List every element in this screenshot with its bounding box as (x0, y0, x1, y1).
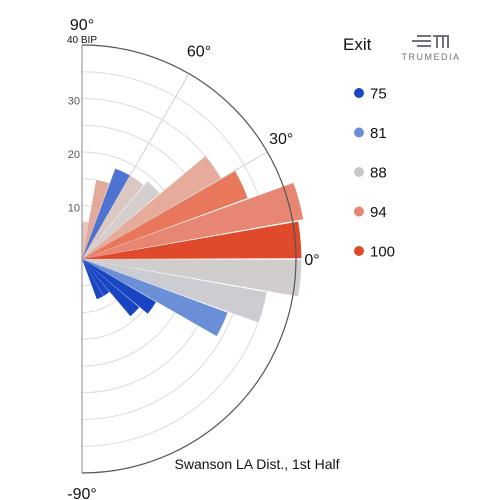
angle-label: 30° (269, 131, 293, 148)
radial-grid (81, 71, 270, 447)
legend-swatch (354, 127, 364, 138)
bar (82, 259, 156, 314)
bar (82, 259, 140, 317)
bar (82, 181, 160, 259)
legend-swatch (354, 88, 364, 98)
angle-labels: 10 20 30 90° 60° 30° 0° -90° (67, 17, 319, 500)
grid-ring (81, 151, 190, 367)
chart-frame (81, 44, 297, 474)
angle-label: 90° (70, 17, 94, 34)
outer-arc (81, 44, 297, 474)
radial-tick-label: 20 (68, 149, 80, 161)
bars-group (82, 156, 304, 337)
grid-spoke (81, 151, 268, 260)
bar (82, 259, 228, 337)
legend-swatch (354, 206, 364, 217)
brand-name: TRUMEDIA (402, 52, 461, 62)
radial-max-label: 40 BIP (67, 35, 97, 46)
angle-label: 60° (187, 43, 211, 60)
bar (82, 182, 304, 259)
radial-tick-label: 30 (68, 96, 80, 108)
radial-tick-label: 10 (68, 203, 80, 215)
grid-ring (81, 98, 243, 420)
legend-label: 75 (370, 86, 387, 103)
grid-spoke (81, 73, 190, 260)
bar (82, 259, 302, 297)
bar (82, 221, 89, 259)
legend-label: 100 (370, 244, 395, 261)
bar (82, 168, 130, 259)
legend-swatch (354, 246, 364, 256)
grid-ring (81, 71, 270, 447)
bar (82, 259, 104, 300)
brand-logo: TRUMEDIA (402, 35, 461, 62)
grid-ring (81, 124, 217, 394)
bar (82, 259, 110, 296)
legend-label: 81 (370, 125, 387, 142)
legend-swatch (354, 167, 364, 177)
angle-label: 0° (304, 252, 319, 269)
bar (82, 171, 248, 259)
chart-subtitle: Swanson LA Dist., 1st Half (175, 456, 340, 472)
bar (82, 221, 302, 259)
legend-title: Exit (343, 35, 372, 54)
bar (82, 156, 221, 259)
bar (82, 180, 110, 259)
bar (82, 175, 144, 259)
legend-label: 94 (370, 204, 387, 221)
legend-label: 88 (370, 165, 387, 182)
angle-label: -90° (67, 486, 97, 500)
bar (82, 259, 267, 323)
legend: 75 81 88 94 100 (354, 86, 395, 261)
brand-mark-icon (412, 35, 449, 48)
